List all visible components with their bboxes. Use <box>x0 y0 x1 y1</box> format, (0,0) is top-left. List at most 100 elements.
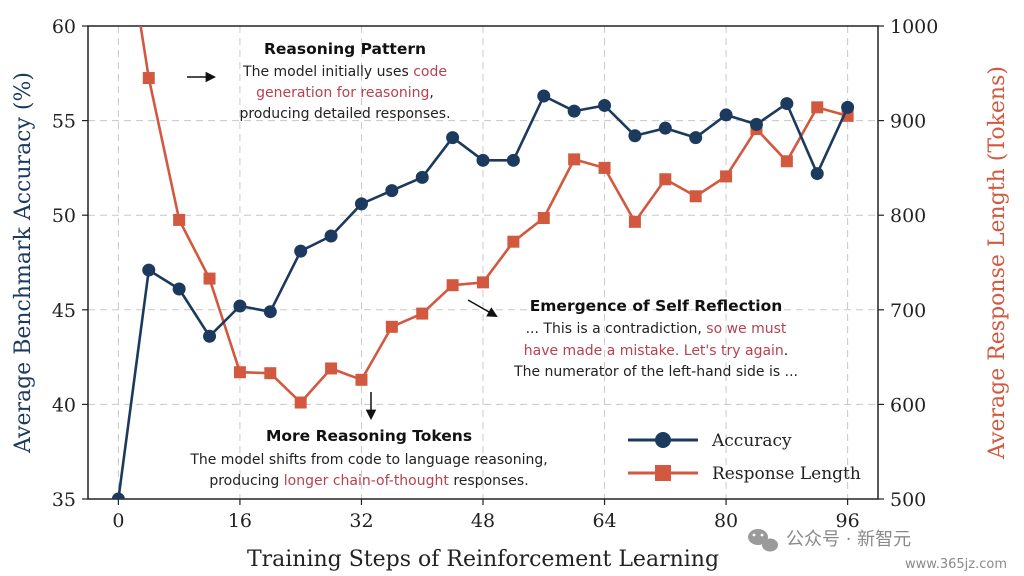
data-point <box>628 129 642 143</box>
data-point <box>416 307 429 320</box>
legend-accuracy-label: Accuracy <box>711 431 792 451</box>
watermark: 公众号 · 新智元 www.365jz.com <box>748 529 1007 572</box>
data-point <box>385 320 398 333</box>
annotation-arrows <box>187 71 498 421</box>
annotation-self-reflection-line: have made a mistake. Let's try again. <box>524 343 789 359</box>
x-axis-label: Training Steps of Reinforcement Learning <box>247 547 719 572</box>
data-point <box>658 121 672 135</box>
data-point <box>506 153 520 167</box>
data-point <box>415 170 429 184</box>
y-right-tick-label: 700 <box>890 300 926 322</box>
x-tick-label: 32 <box>349 510 373 532</box>
data-point <box>841 100 855 114</box>
data-point <box>294 244 308 258</box>
data-point <box>385 184 399 198</box>
data-point <box>598 161 611 174</box>
data-point <box>476 153 490 167</box>
x-tick-label: 0 <box>112 510 124 532</box>
y-left-tick-label: 45 <box>52 300 76 322</box>
data-point <box>233 366 246 379</box>
y-axis-label-right: Average Response Length (Tokens) <box>985 66 1010 460</box>
data-point <box>142 263 156 277</box>
annotation-more-reasoning-tokens-title: More Reasoning Tokens <box>266 427 472 445</box>
y-left-tick-label: 35 <box>52 489 76 511</box>
y-left-tick-label: 55 <box>52 111 76 133</box>
data-point <box>173 213 186 226</box>
annotation-self-reflection-line: ... This is a contradiction, so we must <box>526 321 787 337</box>
y-right-tick-label: 900 <box>890 111 926 133</box>
y-left-tick-label: 60 <box>52 16 76 38</box>
data-point <box>446 131 460 145</box>
x-tick-label: 48 <box>471 510 495 532</box>
y-left-tick-label: 40 <box>52 394 76 416</box>
data-point <box>172 282 186 296</box>
data-point <box>810 167 824 181</box>
data-point <box>355 373 368 386</box>
series-response-length <box>139 26 854 409</box>
data-point <box>811 101 824 114</box>
data-point <box>598 98 612 112</box>
data-point <box>324 229 338 243</box>
annotation-reasoning-pattern-title: Reasoning Pattern <box>264 40 426 58</box>
y-right-tick-label: 800 <box>890 205 926 227</box>
data-point <box>537 212 550 225</box>
data-point <box>507 235 520 248</box>
data-point <box>203 329 217 343</box>
y-right-tick-label: 500 <box>890 489 926 511</box>
series-accuracy <box>111 89 855 499</box>
annotation-reasoning-pattern-line: producing detailed responses. <box>239 106 450 122</box>
y-left-tick-label: 50 <box>52 205 76 227</box>
x-tick-label: 16 <box>228 510 252 532</box>
y-right-tick-label: 600 <box>890 394 926 416</box>
data-point <box>263 305 277 319</box>
data-point <box>689 131 703 145</box>
data-point <box>537 89 551 103</box>
data-point <box>477 276 489 289</box>
watermark-url: www.365jz.com <box>905 557 1007 572</box>
arrow-self-reflection <box>467 299 498 318</box>
data-point <box>264 367 277 380</box>
data-point <box>325 362 338 375</box>
data-point <box>233 299 247 313</box>
annotation-reasoning-pattern: Reasoning Pattern The model initially us… <box>239 40 450 122</box>
annotation-reasoning-pattern-line: The model initially uses code <box>242 64 447 80</box>
data-point <box>659 173 672 186</box>
data-point <box>142 72 155 85</box>
legend-response-length-label: Response Length <box>712 464 861 484</box>
legend: Accuracy Response Length <box>628 431 861 484</box>
legend-response-length-marker <box>655 465 671 481</box>
annotation-more-reasoning-tokens-line: The model shifts from code to language r… <box>189 452 547 468</box>
data-point <box>354 197 368 211</box>
data-point <box>780 155 793 168</box>
watermark-text: 公众号 · 新智元 <box>786 529 911 550</box>
data-point <box>567 104 581 118</box>
ticks <box>82 25 884 505</box>
x-tick-label: 64 <box>592 510 616 532</box>
data-point <box>568 153 581 166</box>
x-tick-label: 96 <box>836 510 860 532</box>
data-point <box>294 396 307 409</box>
tick-labels: 0 16 32 48 64 80 96 35 40 45 50 55 60 500 600 700 800 900… <box>52 16 939 532</box>
annotation-self-reflection: Emergence of Self Reflection ... This is… <box>513 297 798 380</box>
annotation-reasoning-pattern-line: generation for reasoning, <box>256 85 434 101</box>
grid <box>88 26 878 499</box>
data-point <box>628 215 641 228</box>
y-axis-label-left: Average Benchmark Accuracy (%) <box>11 72 36 454</box>
data-point <box>780 97 794 111</box>
data-point <box>111 492 125 499</box>
data-point <box>446 279 459 292</box>
data-point <box>720 170 733 183</box>
legend-accuracy-marker <box>655 432 671 448</box>
y-right-tick-label: 1000 <box>890 16 938 38</box>
wechat-icon <box>748 529 778 552</box>
data-point <box>719 108 733 122</box>
data-point <box>203 272 216 285</box>
data-point <box>749 117 763 131</box>
annotation-more-reasoning-tokens: More Reasoning Tokens The model shifts f… <box>189 427 547 489</box>
annotation-self-reflection-title: Emergence of Self Reflection <box>530 297 783 315</box>
annotation-self-reflection-line: The numerator of the left-hand side is .… <box>513 364 798 380</box>
annotation-more-reasoning-tokens-line: producing longer chain-of-thought respon… <box>209 473 528 489</box>
x-tick-label: 80 <box>714 510 738 532</box>
data-point <box>689 190 702 203</box>
